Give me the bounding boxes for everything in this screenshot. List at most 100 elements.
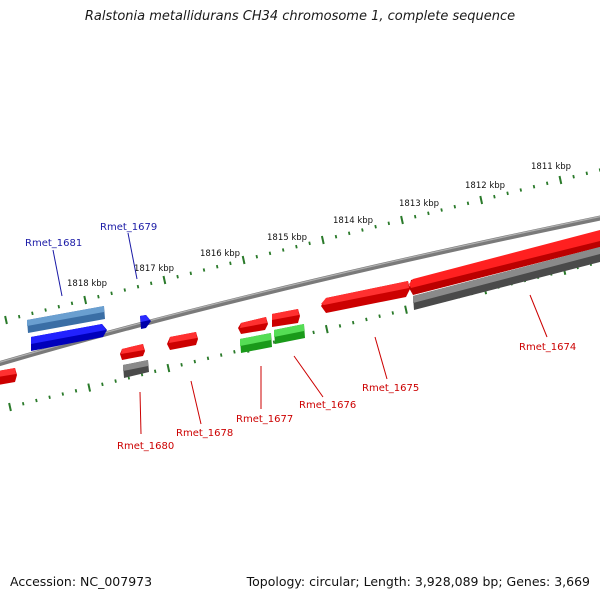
gene-rmet-1680-arrow[interactable]: [120, 344, 145, 360]
ruler-minor-tick: [136, 284, 140, 289]
ruler-minor-tick: [206, 356, 210, 361]
ruler-minor-tick: [202, 268, 206, 272]
ruler-minor-tick: [219, 353, 223, 357]
ruler-minor-tick: [453, 204, 457, 209]
ruler-minor-tick: [545, 181, 549, 186]
ruler-label-1813: 1813 kbp: [399, 199, 439, 209]
ruler-major-tick: [87, 383, 92, 392]
gene-label-rmet-1680: Rmet_1680: [117, 441, 174, 452]
gene-rmet-1677-arrow[interactable]: [238, 317, 268, 334]
ruler-minor-tick: [281, 248, 285, 252]
ruler-minor-tick: [123, 288, 127, 292]
ruler-minor-tick: [365, 317, 368, 322]
ruler-label-1815: 1815 kbp: [267, 233, 307, 243]
gene-label-rmet-1677: Rmet_1677: [236, 414, 293, 425]
gene-rmet-1679-arrow[interactable]: [140, 315, 151, 329]
ruler-minor-tick: [506, 191, 509, 196]
ruler-minor-tick: [110, 291, 113, 296]
ruler-minor-tick: [308, 241, 311, 246]
gene-rmet-1674-cog-bar: [413, 247, 600, 310]
ruler-minor-tick: [334, 234, 338, 239]
gene-left-edge-arrow[interactable]: [0, 368, 17, 385]
ruler-minor-tick: [374, 224, 377, 229]
ruler-label-1816: 1816 kbp: [200, 249, 240, 259]
ruler-minor-tick: [466, 201, 470, 206]
ruler-minor-tick: [149, 281, 153, 286]
ruler-minor-tick: [229, 261, 232, 266]
gene-label-rmet-1676: Rmet_1676: [299, 400, 356, 411]
gene-rmet-1676-arrow[interactable]: [272, 309, 300, 327]
ruler-minor-tick: [31, 311, 34, 316]
ruler-minor-tick: [176, 274, 179, 279]
ruler-minor-tick: [387, 221, 391, 226]
gene-label-rmet-1674: Rmet_1674: [519, 342, 576, 353]
ruler-major-tick: [320, 235, 325, 245]
ruler-major-tick: [162, 275, 167, 285]
gene-rmet-1680-cog-bar: [123, 360, 149, 378]
ruler-minor-tick: [215, 264, 219, 269]
ruler-minor-tick: [572, 174, 575, 179]
ruler-minor-tick: [61, 392, 65, 396]
ruler-minor-tick: [585, 171, 589, 176]
label-leader-lines: [52, 232, 548, 435]
ruler-minor-tick: [427, 211, 430, 216]
ruler-minor-tick: [493, 194, 496, 199]
chromosome-backbone: [0, 215, 600, 367]
gene-rmet-1681-cog-bar: [27, 306, 105, 333]
ruler-minor-tick: [361, 228, 364, 232]
ruler-label-1814: 1814 kbp: [333, 216, 373, 226]
ruler-major-tick: [83, 295, 88, 305]
accession-text: Accession: NC_007973: [10, 574, 153, 589]
gene-rmet-1676-rna-bar: [274, 324, 305, 344]
ruler-minor-tick: [48, 395, 51, 400]
gene-label-rmet-1678: Rmet_1678: [176, 428, 233, 439]
ruler-major-tick: [8, 402, 12, 412]
ruler-minor-tick: [519, 188, 523, 192]
ruler-major-tick: [400, 215, 404, 225]
ruler-minor-tick: [312, 330, 315, 335]
ruler-minor-tick: [338, 324, 342, 328]
ruler-minor-tick: [44, 308, 47, 312]
ruler-ticks-outer: [4, 168, 600, 325]
ruler-major-tick: [241, 255, 246, 265]
ruler-minor-tick: [295, 244, 298, 249]
gene-label-rmet-1679: Rmet_1679: [100, 222, 157, 233]
ruler-label-1817: 1817 kbp: [134, 264, 174, 274]
ruler-minor-tick: [101, 382, 104, 387]
ruler-minor-tick: [268, 251, 272, 256]
gene-rmet-1678-arrow[interactable]: [167, 332, 198, 350]
gene-rmet-1677-rna-bar: [240, 333, 272, 353]
ruler-label-1812: 1812 kbp: [465, 181, 505, 191]
ruler-minor-tick: [17, 314, 21, 319]
ruler-minor-tick: [255, 254, 259, 259]
ruler-minor-tick: [391, 311, 395, 315]
ruler-major-tick: [4, 315, 8, 325]
ruler-minor-tick: [57, 304, 61, 309]
ruler-minor-tick: [21, 401, 25, 406]
ruler-minor-tick: [347, 231, 351, 236]
ruler-major-tick: [324, 324, 329, 334]
ruler-minor-tick: [180, 363, 183, 367]
ruler-minor-tick: [351, 320, 355, 325]
gene-rmet-1674-arrow[interactable]: [409, 229, 600, 295]
ruler-major-tick: [166, 363, 171, 373]
gene-label-rmet-1681: Rmet_1681: [25, 238, 82, 249]
topology-summary-text: Topology: circular; Length: 3,928,089 bp…: [246, 574, 590, 589]
ruler-minor-tick: [114, 379, 117, 383]
ruler-minor-tick: [74, 388, 78, 393]
map-title: Ralstonia metallidurans CH34 chromosome …: [84, 9, 516, 24]
gene-label-rmet-1675: Rmet_1675: [362, 383, 419, 394]
ruler-major-tick: [558, 175, 563, 185]
ruler-minor-tick: [233, 350, 236, 354]
ruler-major-tick: [479, 195, 484, 205]
ruler-label-1811: 1811 kbp: [531, 162, 571, 172]
ruler-minor-tick: [189, 271, 193, 276]
ruler-minor-tick: [440, 208, 443, 212]
gene-rmet-1681-arrow[interactable]: [31, 324, 107, 351]
ruler-minor-tick: [532, 184, 536, 189]
ruler-minor-tick: [272, 340, 276, 344]
ruler-minor-tick: [378, 314, 381, 318]
ruler-minor-tick: [153, 369, 157, 374]
gene-rmet-1675-arrow[interactable]: [321, 281, 410, 313]
